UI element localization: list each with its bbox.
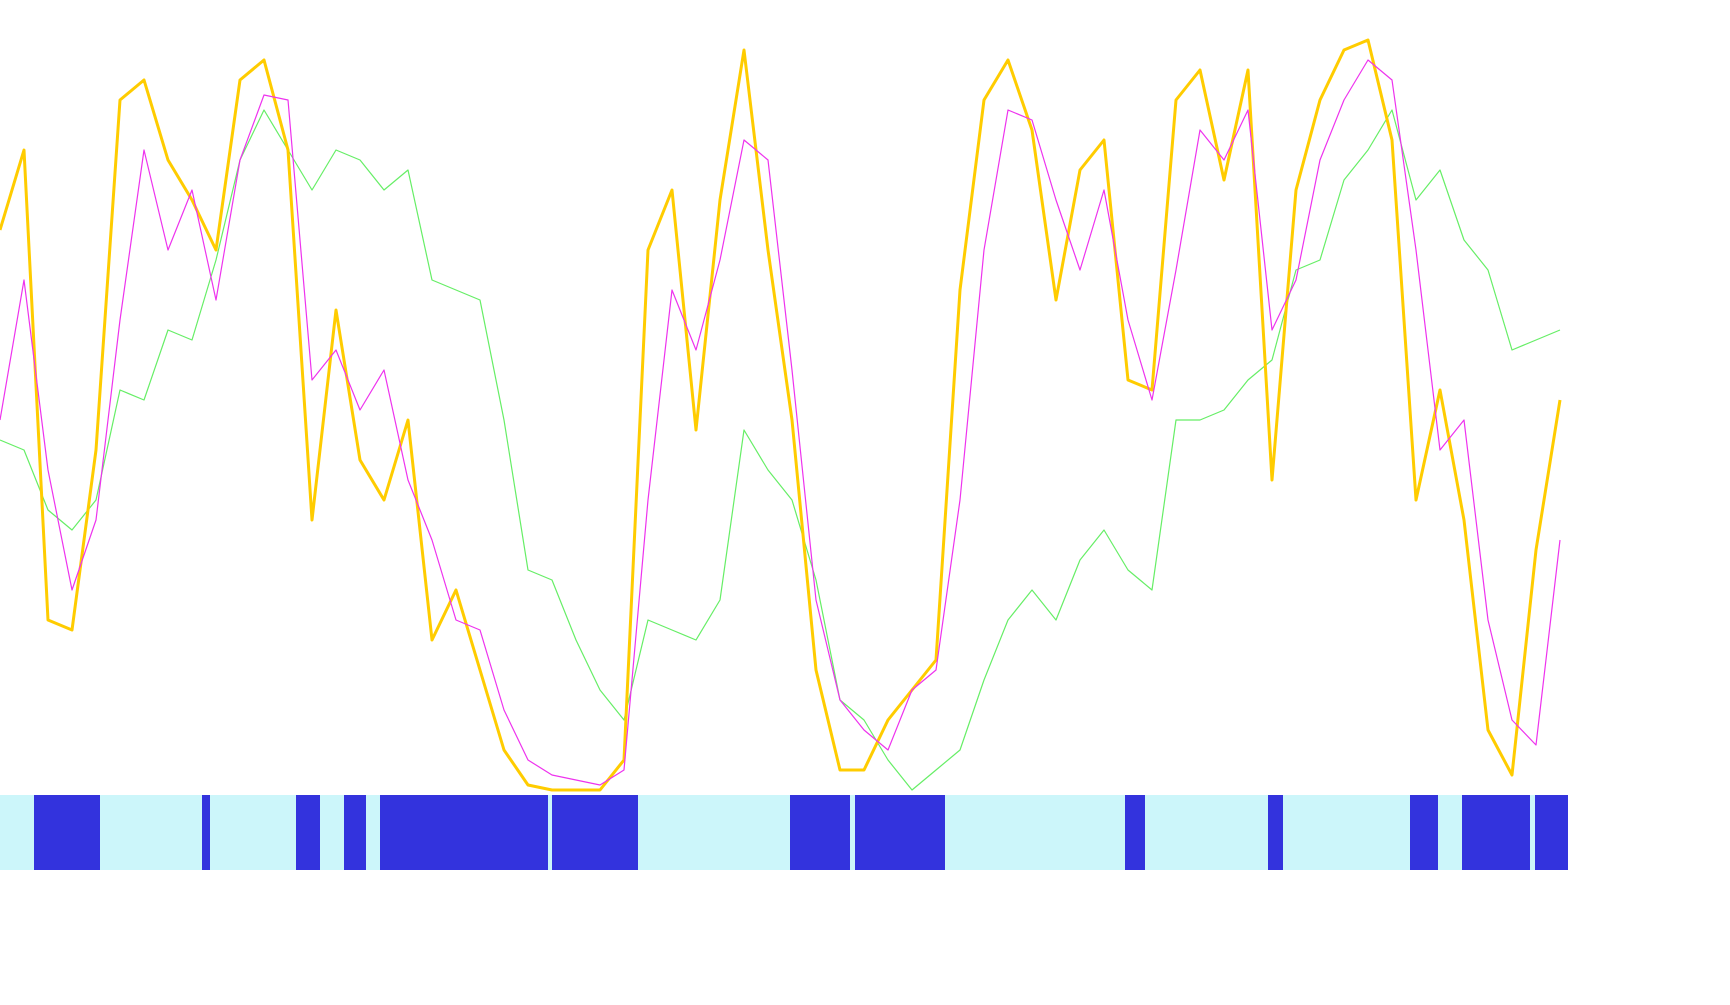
- band: [1410, 795, 1438, 870]
- series-line: [0, 59, 1561, 786]
- band: [1268, 795, 1283, 870]
- band: [1535, 795, 1568, 870]
- band: [344, 795, 366, 870]
- band: [552, 795, 638, 870]
- series-line: [0, 38, 1562, 792]
- band: [1125, 795, 1145, 870]
- band: [855, 795, 945, 870]
- series-line: [0, 109, 1561, 791]
- band: [202, 795, 210, 870]
- band: [34, 795, 100, 870]
- band: [1462, 795, 1530, 870]
- band: [296, 795, 320, 870]
- band: [790, 795, 850, 870]
- band-background: [0, 795, 1568, 870]
- band: [380, 795, 548, 870]
